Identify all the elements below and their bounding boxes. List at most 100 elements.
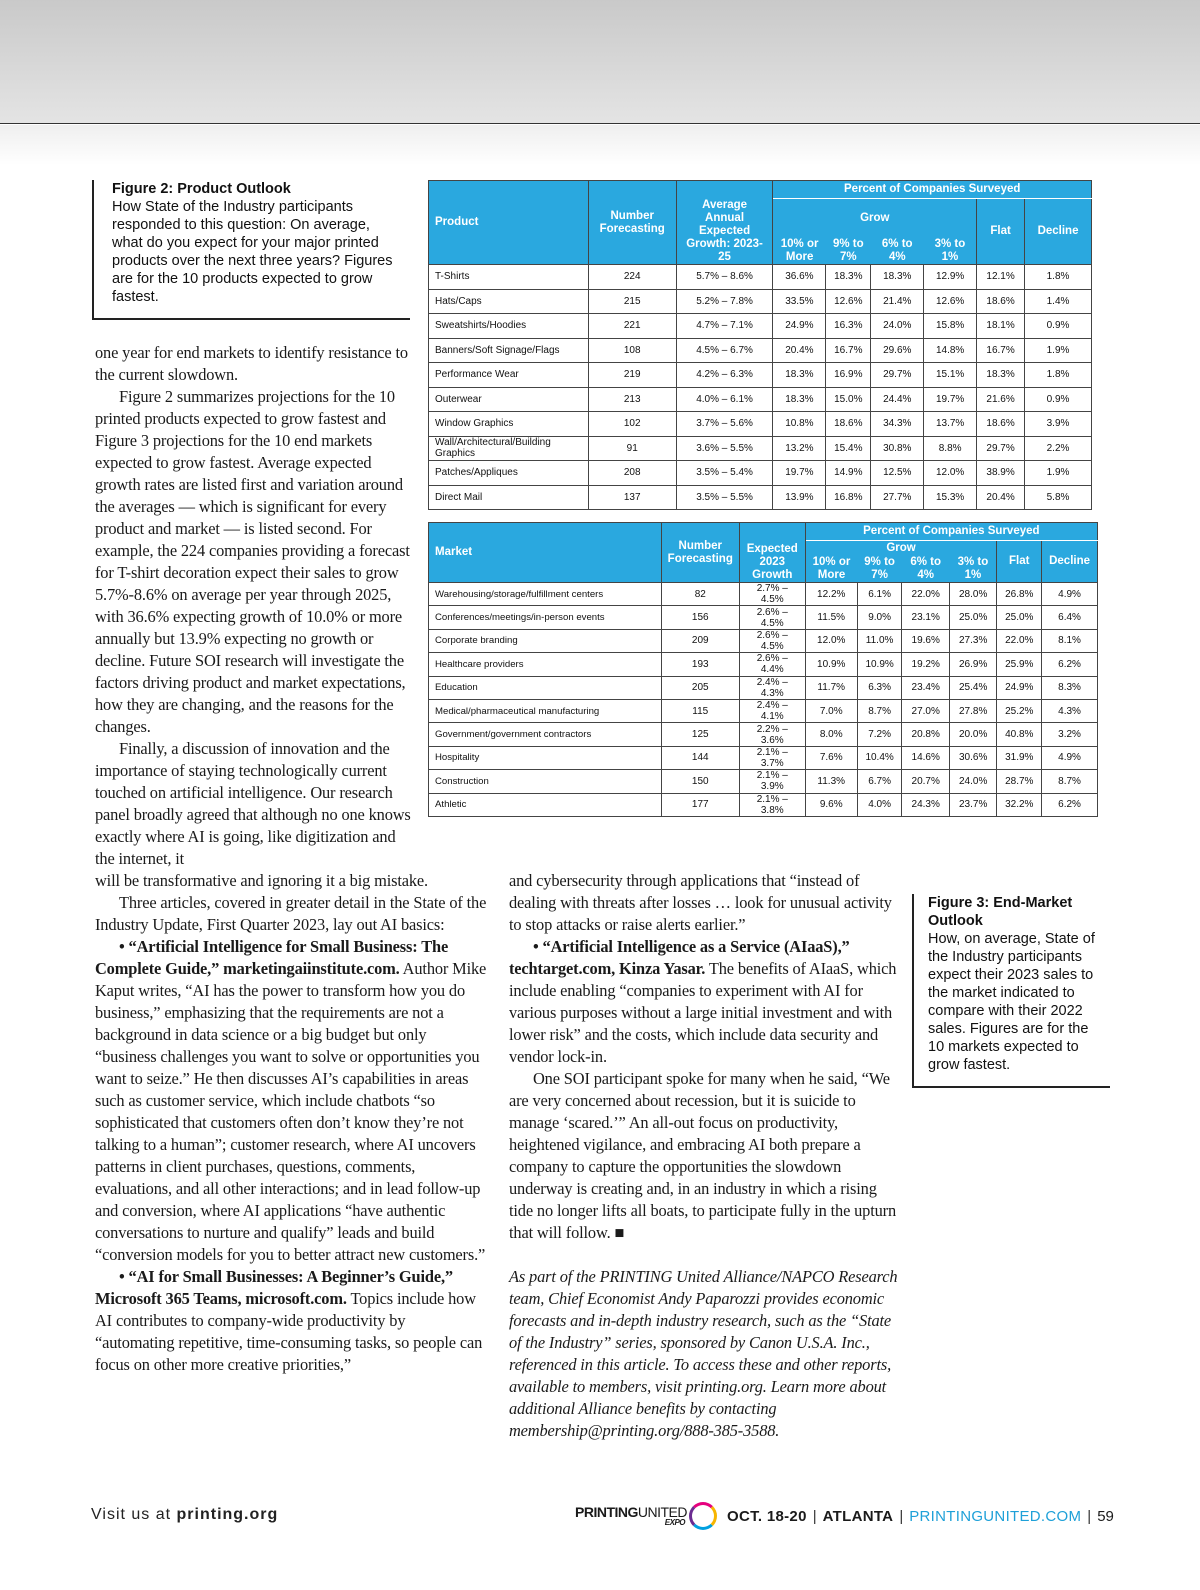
cell-value: 10.9% — [856, 652, 903, 677]
paragraph: • “Artificial Intelligence for Small Bus… — [95, 936, 487, 1266]
cell-value: 4.5% – 6.7% — [675, 337, 774, 363]
table-row: Athletic 177 2.1% – 3.8% 9.6% 4.0% 24.3% 23.7%… — [428, 792, 1098, 817]
cell-value: 19.2% — [901, 652, 950, 677]
cell-value: 19.6% — [901, 628, 950, 654]
table-row: Corporate branding 209 2.6% – 4.5% 12.0% 11.… — [428, 628, 1098, 654]
cell-value: 18.3% — [772, 362, 827, 388]
header-growth: Average Annual Expected Growth: 2023-25 — [675, 180, 774, 265]
header-grow-band: 9% to 7% — [857, 556, 902, 583]
table-row: Medical/pharmaceutical manufacturing 115 2… — [428, 698, 1098, 724]
paragraph-text: one year for end markets to identify res… — [95, 343, 408, 384]
cell-value: 0.9% — [1024, 386, 1092, 412]
event-url-link[interactable]: PRINTINGUNITED.COM — [909, 1507, 1082, 1525]
cell-value: 24.3% — [901, 792, 950, 817]
header-label: Product — [428, 180, 589, 265]
row-label: Government/government contractors — [428, 722, 662, 747]
cell-value: 150 — [660, 769, 740, 794]
cell-value: 115 — [660, 698, 740, 724]
cell-value: 34.3% — [870, 411, 925, 437]
cell-value: 29.7% — [870, 362, 925, 388]
event-dates: OCT. 18-20 — [727, 1507, 807, 1525]
table-row: T-Shirts 224 5.7% – 8.6% 36.6% 18.3% 18.3% 12.… — [428, 264, 1092, 290]
header-flat: Flat — [976, 198, 1026, 265]
product-outlook-table: Product Number Forecasting Average Annual … — [428, 180, 1092, 510]
cell-value: 108 — [587, 337, 677, 363]
cell-value: 2.4% – 4.3% — [738, 675, 806, 700]
paragraph: and cybersecurity through applications t… — [509, 870, 899, 936]
cell-value: 125 — [660, 722, 740, 747]
page-top-fade — [0, 125, 1200, 165]
cell-value: 22.0% — [996, 628, 1043, 654]
cell-value: 209 — [660, 628, 740, 654]
cell-value: 9.6% — [804, 792, 858, 817]
table-row: Hats/Caps 215 5.2% – 7.8% 33.5% 12.6% 21.4% 12… — [428, 288, 1092, 314]
paragraph: Figure 2 summarizes projections for the … — [95, 386, 417, 738]
table-row: Window Graphics 102 3.7% – 5.6% 10.8% 18.6% 3… — [428, 411, 1092, 437]
cell-value: 137 — [587, 484, 677, 510]
cell-value: 11.5% — [804, 605, 858, 630]
figure-2-title: Figure 2: Product Outlook — [112, 181, 291, 197]
cell-value: 4.2% – 6.3% — [675, 362, 774, 388]
middle-column: and cybersecurity through applications t… — [509, 870, 899, 1244]
header-grow-band: 6% to 4% — [901, 556, 950, 583]
paragraph: • “AI for Small Businesses: A Beginner’s… — [95, 1266, 487, 1376]
cell-value: 19.7% — [923, 386, 978, 412]
row-label: Healthcare providers — [428, 652, 662, 677]
header-flat: Flat — [996, 540, 1043, 583]
table-row: Wall/Architectural/Building Graphics 91 3.… — [428, 435, 1092, 461]
cell-value: 4.3% — [1041, 698, 1098, 724]
tables-area: Product Number Forecasting Average Annual … — [428, 180, 1099, 817]
figure-3-title: Figure 3: End-Market Outlook — [928, 895, 1073, 929]
cell-value: 18.3% — [825, 264, 872, 290]
cell-value: 2.6% – 4.5% — [738, 628, 806, 654]
table-row: Patches/Appliques 208 3.5% – 5.4% 19.7% 14.9… — [428, 460, 1092, 486]
paragraph-text: Author Mike Kaput writes, “AI has the po… — [95, 959, 487, 1264]
row-label: Construction — [428, 769, 662, 794]
cell-value: 4.0% – 6.1% — [675, 386, 774, 412]
cell-value: 4.9% — [1041, 745, 1098, 771]
cell-value: 20.0% — [948, 722, 998, 747]
row-label: Hospitality — [428, 745, 662, 771]
cell-value: 8.3% — [1041, 675, 1098, 700]
footer-visit-prefix: Visit us at — [91, 1506, 177, 1523]
cell-value: 9.0% — [856, 605, 903, 630]
left-column-bottom: will be transformative and ignoring it a… — [95, 870, 487, 1376]
cell-value: 27.7% — [870, 484, 925, 510]
table-row: Banners/Soft Signage/Flags 108 4.5% – 6.7%… — [428, 337, 1092, 363]
cell-value: 30.8% — [870, 435, 925, 461]
cell-value: 29.7% — [976, 435, 1026, 461]
cell-value: 82 — [660, 581, 740, 607]
footer-brand: PRINTINGUNITED EXPO OCT. 18-20 | ATLANTA … — [575, 1502, 1114, 1530]
cell-value: 12.5% — [870, 460, 925, 486]
row-label: Hats/Caps — [428, 288, 589, 314]
bold-citation: • “AI for Small Businesses: A Beginner’s… — [95, 1267, 453, 1308]
table-row: Performance Wear 219 4.2% – 6.3% 18.3% 16.9%… — [428, 362, 1092, 388]
cell-value: 18.3% — [976, 362, 1026, 388]
cell-value: 3.9% — [1024, 411, 1092, 437]
cell-value: 33.5% — [772, 288, 827, 314]
cell-value: 24.0% — [870, 313, 925, 339]
paragraph-text: will be transformative and ignoring it a… — [95, 871, 428, 890]
cell-value: 11.7% — [804, 675, 858, 700]
paragraph: One SOI participant spoke for many when … — [509, 1068, 899, 1244]
cell-value: 5.8% — [1024, 484, 1092, 510]
paragraph-text: Finally, a discussion of innovation and … — [95, 739, 411, 868]
cell-value: 10.9% — [804, 652, 858, 677]
paragraph: Three articles, covered in greater detai… — [95, 892, 487, 936]
cell-value: 219 — [587, 362, 677, 388]
header-grow-band: 3% to 1% — [923, 238, 977, 265]
paragraph-text: Topics include how AI contributes to com… — [95, 1289, 483, 1374]
cell-value: 12.0% — [923, 460, 978, 486]
header-grow-band: 6% to 4% — [870, 238, 924, 265]
cell-value: 3.6% – 5.5% — [675, 435, 774, 461]
cell-value: 20.8% — [901, 722, 950, 747]
cell-value: 102 — [587, 411, 677, 437]
cell-value: 156 — [660, 605, 740, 630]
cell-value: 1.9% — [1024, 460, 1092, 486]
footer-visit-link[interactable]: printing.org — [176, 1506, 279, 1523]
cell-value: 27.0% — [901, 698, 950, 724]
row-label: Sweatshirts/Hoodies — [428, 313, 589, 339]
cell-value: 25.9% — [996, 652, 1043, 677]
cell-value: 18.3% — [772, 386, 827, 412]
figure-3-caption: Figure 3: End-Market Outlook How, on ave… — [912, 894, 1110, 1088]
